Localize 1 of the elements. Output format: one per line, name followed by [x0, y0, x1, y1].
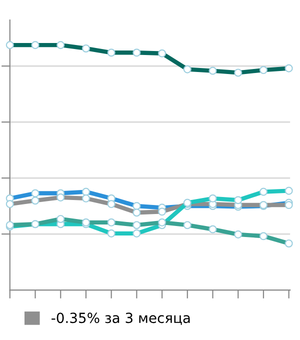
- legend-label: -0.35% за 3 месяца: [52, 312, 190, 325]
